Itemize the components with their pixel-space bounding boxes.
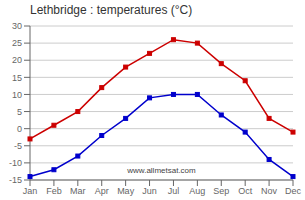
html-text:Lethbridge : temperatures (°C): Lethbridge : temperatures (°C) [30, 3, 193, 17]
svg-text:Jul: Jul [168, 186, 180, 196]
svg-text:5: 5 [17, 107, 22, 117]
svg-text:-15: -15 [9, 175, 22, 185]
svg-text:Feb: Feb [46, 186, 62, 196]
svg-text:Mar: Mar [70, 186, 86, 196]
svg-text:10: 10 [12, 90, 22, 100]
svg-text:15: 15 [12, 73, 22, 83]
svg-text:-5: -5 [14, 141, 22, 151]
svg-text:20: 20 [12, 55, 22, 65]
svg-text:0: 0 [17, 124, 22, 134]
svg-text:Dec: Dec [285, 186, 297, 196]
svg-text:Aug: Aug [189, 186, 205, 196]
svg-text:30: 30 [12, 21, 22, 31]
svg-text:-10: -10 [9, 158, 22, 168]
svg-text:Sep: Sep [213, 186, 229, 196]
svg-text:Nov: Nov [261, 186, 278, 196]
svg-text:Jun: Jun [142, 186, 157, 196]
svg-text:Oct: Oct [238, 186, 253, 196]
svg-text:25: 25 [12, 38, 22, 48]
svg-text:Jan: Jan [23, 186, 38, 196]
svg-text:Apr: Apr [95, 186, 109, 196]
svg-text:May: May [117, 186, 135, 196]
html-text:www.allmetsat.com: www.allmetsat.com [127, 166, 196, 175]
